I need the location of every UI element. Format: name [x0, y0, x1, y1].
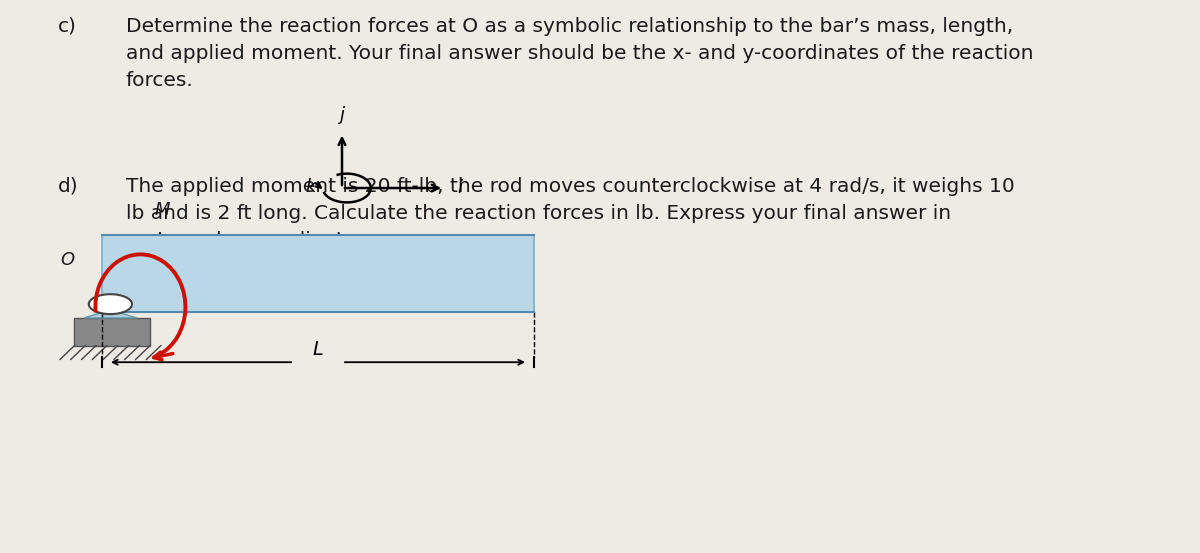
Polygon shape [84, 310, 137, 318]
Text: c): c) [58, 17, 77, 35]
Text: Determine the reaction forces at O as a symbolic relationship to the bar’s mass,: Determine the reaction forces at O as a … [126, 17, 1033, 90]
Text: d): d) [58, 177, 78, 196]
Text: j: j [340, 106, 344, 124]
Bar [102, 235, 534, 312]
Text: k: k [305, 178, 316, 196]
Text: L: L [312, 341, 324, 359]
Circle shape [89, 294, 132, 314]
Text: M: M [155, 201, 169, 219]
Text: The applied moment is 20 ft-lb, the rod moves counterclockwise at 4 rad/s, it we: The applied moment is 20 ft-lb, the rod … [126, 177, 1015, 251]
Bar [74, 318, 150, 346]
Text: O: O [60, 251, 74, 269]
Text: i: i [457, 179, 462, 197]
